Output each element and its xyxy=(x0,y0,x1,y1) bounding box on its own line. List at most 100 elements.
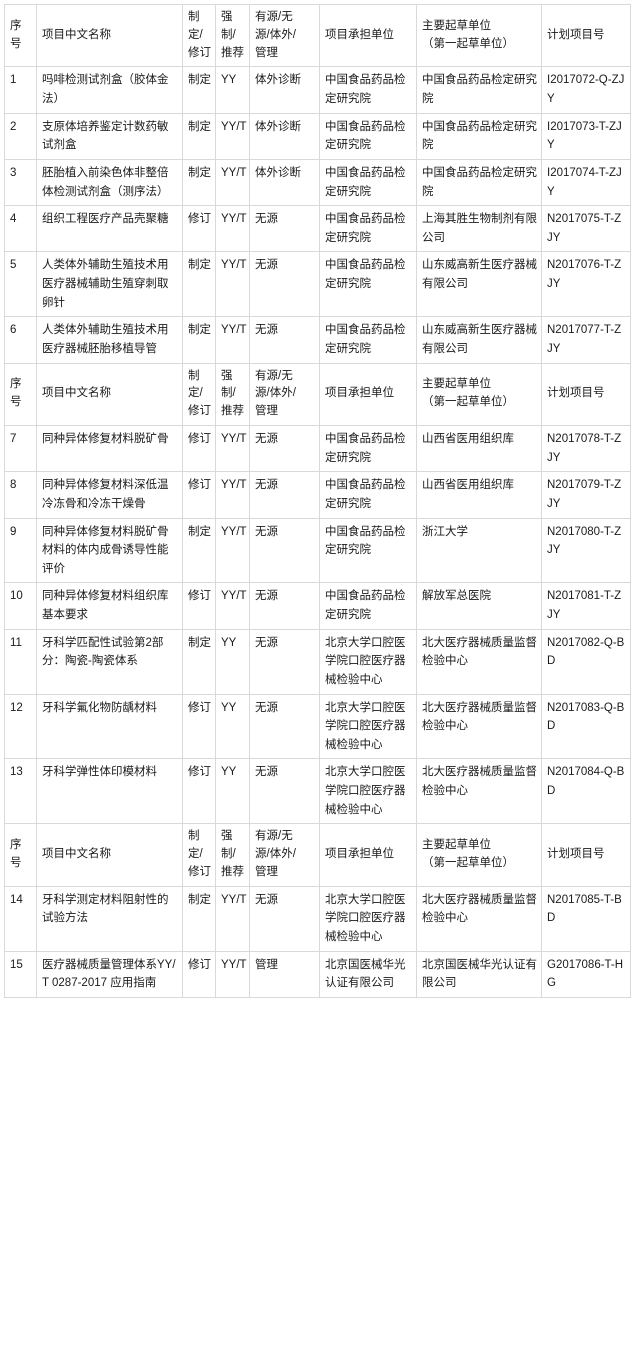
cell-type: 修订 xyxy=(182,582,216,630)
table-row: 7 同种异体修复材料脱矿骨 修订 YY/T 无源 中国食品药品检定研究院 山西省医用组织库 N… xyxy=(4,424,631,473)
cell-name: 人类体外辅助生殖技术用医疗器械胚胎移植导管 xyxy=(36,316,183,364)
cell-cat: 无源 xyxy=(249,582,320,630)
cell-code: N2017076-T-ZJY xyxy=(541,251,631,318)
cell-draft: 上海其胜生物制剂有限公司 xyxy=(416,205,542,253)
cell-force: YY/T xyxy=(215,950,250,998)
cell-name: 同种异体修复材料脱矿骨材料的体内成骨诱导性能评价 xyxy=(36,517,183,584)
standards-plan-table: 序号 项目中文名称 制定/ 修订 强制/ 推荐 有源/无 源/体外/ 管理 项目承担单位主… xyxy=(4,3,631,998)
column-header-code: 计划项目号 xyxy=(541,823,631,887)
cell-under: 中国食品药品检定研究院 xyxy=(319,424,417,473)
cell-type: 制定 xyxy=(182,112,216,160)
cell-seq: 8 xyxy=(4,471,37,519)
cell-seq: 5 xyxy=(4,251,37,318)
column-header-name: 项目中文名称 xyxy=(36,362,183,427)
cell-seq: 12 xyxy=(4,693,37,760)
cell-type: 制定 xyxy=(182,628,216,695)
cell-code: N2017075-T-ZJY xyxy=(541,205,631,253)
cell-seq: 13 xyxy=(4,758,37,825)
cell-seq: 14 xyxy=(4,885,37,952)
cell-force: YY/T xyxy=(215,112,250,160)
table-body: 序号 项目中文名称 制定/ 修订 强制/ 推荐 有源/无 源/体外/ 管理 项目承担单位主… xyxy=(4,3,631,998)
column-header-type: 制定/ 修订 xyxy=(182,362,216,427)
cell-force: YY/T xyxy=(215,424,250,473)
column-header-draft: 主要起草单位 （第一起草单位） xyxy=(416,823,542,887)
cell-draft: 山东威高新生医疗器械有限公司 xyxy=(416,251,542,318)
cell-under: 中国食品药品检定研究院 xyxy=(319,316,417,364)
cell-cat: 体外诊断 xyxy=(249,66,320,114)
cell-under: 北京大学口腔医学院口腔医疗器械检验中心 xyxy=(319,758,417,825)
cell-under: 中国食品药品检定研究院 xyxy=(319,66,417,114)
cell-name: 同种异体修复材料深低温冷冻骨和冷冻干燥骨 xyxy=(36,471,183,519)
cell-draft: 浙江大学 xyxy=(416,517,542,584)
cell-cat: 无源 xyxy=(249,628,320,695)
column-header-type: 制定/ 修订 xyxy=(182,3,216,68)
column-header-under: 项目承担单位 xyxy=(319,3,417,68)
cell-seq: 10 xyxy=(4,582,37,630)
table-row: 3 胚胎植入前染色体非整倍体检测试剂盒（测序法） 制定 YY/T 体外诊断 中国食品药品检… xyxy=(4,158,631,207)
cell-type: 制定 xyxy=(182,885,216,952)
cell-under: 北京大学口腔医学院口腔医疗器械检验中心 xyxy=(319,693,417,760)
table-row: 6 人类体外辅助生殖技术用医疗器械胚胎移植导管 制定 YY/T 无源 中国食品药品检定研究… xyxy=(4,316,631,364)
cell-type: 制定 xyxy=(182,158,216,207)
cell-seq: 6 xyxy=(4,316,37,364)
column-header-seq: 序号 xyxy=(4,823,37,887)
cell-under: 中国食品药品检定研究院 xyxy=(319,251,417,318)
cell-under: 中国食品药品检定研究院 xyxy=(319,112,417,160)
cell-code: I2017072-Q-ZJY xyxy=(541,66,631,114)
cell-cat: 管理 xyxy=(249,950,320,998)
cell-force: YY xyxy=(215,758,250,825)
cell-under: 北京大学口腔医学院口腔医疗器械检验中心 xyxy=(319,885,417,952)
cell-draft: 山西省医用组织库 xyxy=(416,424,542,473)
column-header-code: 计划项目号 xyxy=(541,3,631,68)
cell-draft: 解放军总医院 xyxy=(416,582,542,630)
cell-seq: 7 xyxy=(4,424,37,473)
column-header-type: 制定/ 修订 xyxy=(182,823,216,887)
table-row: 2 支原体培养鉴定计数药敏试剂盒 制定 YY/T 体外诊断 中国食品药品检定研究院 中国食品… xyxy=(4,112,631,160)
cell-under: 中国食品药品检定研究院 xyxy=(319,471,417,519)
table-header-row: 序号 项目中文名称 制定/ 修订 强制/ 推荐 有源/无 源/体外/ 管理 项目承担单位主… xyxy=(4,362,631,427)
table-row: 5 人类体外辅助生殖技术用医疗器械辅助生殖穿刺取卵针 制定 YY/T 无源 中国食品药品检… xyxy=(4,251,631,318)
cell-type: 修订 xyxy=(182,424,216,473)
cell-name: 牙科学氟化物防龋材料 xyxy=(36,693,183,760)
cell-draft: 北大医疗器械质量监督检验中心 xyxy=(416,758,542,825)
cell-cat: 无源 xyxy=(249,885,320,952)
cell-code: N2017083-Q-BD xyxy=(541,693,631,760)
cell-code: N2017082-Q-BD xyxy=(541,628,631,695)
cell-force: YY xyxy=(215,628,250,695)
column-header-force: 强制/ 推荐 xyxy=(215,3,250,68)
cell-force: YY/T xyxy=(215,316,250,364)
cell-force: YY/T xyxy=(215,885,250,952)
cell-type: 制定 xyxy=(182,517,216,584)
table-row: 13 牙科学弹性体印模材料 修订 YY 无源 北京大学口腔医学院口腔医疗器械检验中心 北大医… xyxy=(4,758,631,825)
cell-name: 胚胎植入前染色体非整倍体检测试剂盒（测序法） xyxy=(36,158,183,207)
cell-type: 修订 xyxy=(182,758,216,825)
cell-under: 中国食品药品检定研究院 xyxy=(319,205,417,253)
cell-name: 牙科学测定材料阻射性的试验方法 xyxy=(36,885,183,952)
column-header-code: 计划项目号 xyxy=(541,362,631,427)
table-row: 8 同种异体修复材料深低温冷冻骨和冷冻干燥骨 修订 YY/T 无源 中国食品药品检定研究院… xyxy=(4,471,631,519)
cell-cat: 无源 xyxy=(249,316,320,364)
column-header-seq: 序号 xyxy=(4,3,37,68)
cell-draft: 北大医疗器械质量监督检验中心 xyxy=(416,693,542,760)
cell-name: 牙科学弹性体印模材料 xyxy=(36,758,183,825)
cell-draft: 北大医疗器械质量监督检验中心 xyxy=(416,628,542,695)
table-row: 4 组织工程医疗产品壳聚糖 修订 YY/T 无源 中国食品药品检定研究院 上海其胜生物制剂有… xyxy=(4,205,631,253)
cell-cat: 体外诊断 xyxy=(249,158,320,207)
cell-under: 北京国医械华光认证有限公司 xyxy=(319,950,417,998)
column-header-cat: 有源/无 源/体外/ 管理 xyxy=(249,3,320,68)
cell-draft: 中国食品药品检定研究院 xyxy=(416,158,542,207)
cell-name: 支原体培养鉴定计数药敏试剂盒 xyxy=(36,112,183,160)
cell-force: YY xyxy=(215,66,250,114)
cell-cat: 无源 xyxy=(249,693,320,760)
cell-seq: 9 xyxy=(4,517,37,584)
cell-cat: 体外诊断 xyxy=(249,112,320,160)
cell-seq: 3 xyxy=(4,158,37,207)
cell-force: YY/T xyxy=(215,582,250,630)
table-row: 15 医疗器械质量管理体系YY/T 0287-2017 应用指南 修订 YY/T 管理北… xyxy=(4,950,631,998)
column-header-name: 项目中文名称 xyxy=(36,823,183,887)
cell-draft: 山东威高新生医疗器械有限公司 xyxy=(416,316,542,364)
cell-force: YY/T xyxy=(215,158,250,207)
cell-name: 医疗器械质量管理体系YY/T 0287-2017 应用指南 xyxy=(36,950,183,998)
table-row: 12 牙科学氟化物防龋材料 修订 YY 无源 北京大学口腔医学院口腔医疗器械检验中心 北大医… xyxy=(4,693,631,760)
cell-cat: 无源 xyxy=(249,471,320,519)
